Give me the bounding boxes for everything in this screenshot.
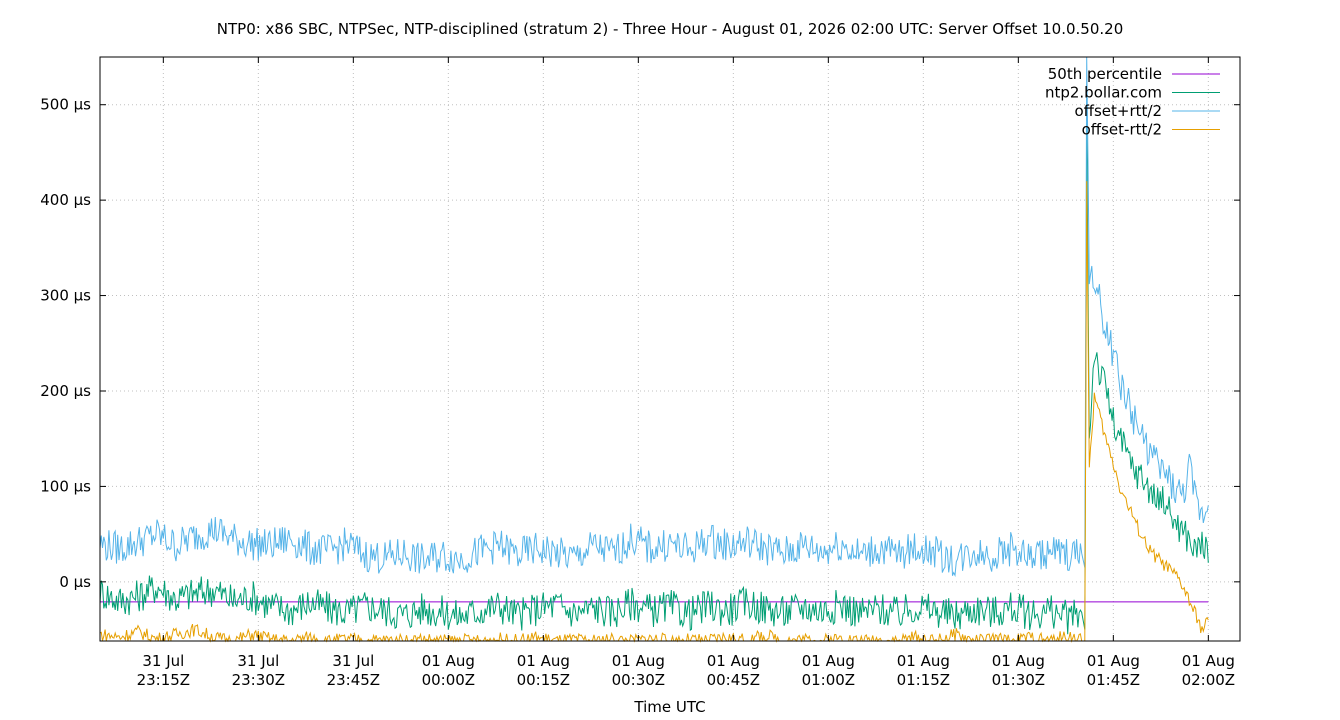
legend-label: offset+rtt/2 xyxy=(1074,102,1162,120)
y-axis: 0 µs 100 µs 200 µs 300 µs 400 µs 500 µs xyxy=(40,96,1240,591)
x-tick-label-date: 01 Aug xyxy=(1087,652,1140,670)
legend-label: ntp2.bollar.com xyxy=(1045,84,1162,102)
plot-frame xyxy=(99,56,1241,642)
x-tick-label-time: 01:00Z xyxy=(802,671,856,689)
x-tick-label-date: 01 Aug xyxy=(612,652,665,670)
x-tick-label-date: 31 Jul xyxy=(332,652,374,670)
grid xyxy=(100,57,1240,641)
x-tick-label-time: 00:45Z xyxy=(707,671,761,689)
x-tick-label-time: 23:30Z xyxy=(232,671,286,689)
x-tick-label-date: 31 Jul xyxy=(142,652,184,670)
x-tick-label-date: 01 Aug xyxy=(422,652,475,670)
x-tick-label-time: 00:00Z xyxy=(422,671,476,689)
x-tick-label-time: 00:15Z xyxy=(517,671,571,689)
y-tick-label: 200 µs xyxy=(40,382,91,400)
x-tick-label-time: 01:45Z xyxy=(1087,671,1141,689)
x-tick-label-date: 01 Aug xyxy=(1182,652,1235,670)
y-tick-label: 500 µs xyxy=(40,96,91,114)
x-tick-label-time: 00:30Z xyxy=(612,671,666,689)
x-tick-label-date: 31 Jul xyxy=(237,652,279,670)
y-tick-label: 100 µs xyxy=(40,477,91,495)
y-tick-label: 0 µs xyxy=(59,573,91,591)
x-tick-label-time: 23:15Z xyxy=(137,671,191,689)
series-line-2 xyxy=(99,123,1209,635)
y-tick-label: 400 µs xyxy=(40,191,91,209)
series-line-3 xyxy=(99,56,1209,578)
x-tick-label-time: 01:15Z xyxy=(897,671,951,689)
x-tick-label-time: 23:45Z xyxy=(327,671,381,689)
x-tick-label-date: 01 Aug xyxy=(707,652,760,670)
series-line-4 xyxy=(99,181,1209,643)
x-tick-label-time: 01:30Z xyxy=(992,671,1046,689)
x-tick-label-date: 01 Aug xyxy=(992,652,1045,670)
x-tick-label-date: 01 Aug xyxy=(897,652,950,670)
legend-label: offset-rtt/2 xyxy=(1082,121,1162,139)
x-tick-label-date: 01 Aug xyxy=(802,652,855,670)
y-tick-label: 300 µs xyxy=(40,287,91,305)
x-tick-label-time: 02:00Z xyxy=(1182,671,1236,689)
x-tick-label-date: 01 Aug xyxy=(517,652,570,670)
legend-label: 50th percentile xyxy=(1048,65,1162,83)
legend: 50th percentilentp2.bollar.comoffset+rtt… xyxy=(1045,65,1220,139)
x-axis-label: Time UTC xyxy=(633,698,705,716)
series-layer xyxy=(99,56,1209,643)
chart-title: NTP0: x86 SBC, NTPSec, NTP-disciplined (… xyxy=(217,20,1123,38)
